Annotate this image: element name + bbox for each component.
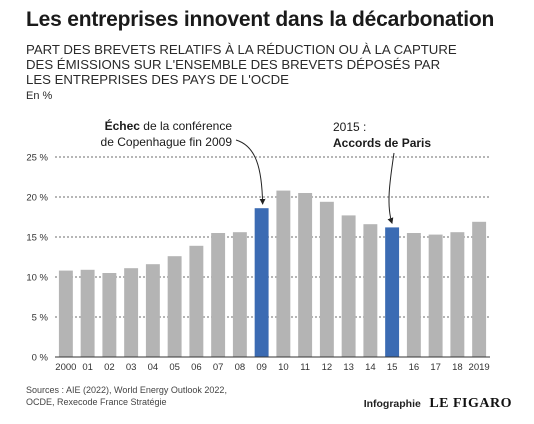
x-tick-label: 2019 <box>469 362 490 373</box>
annotation-copenhagen-segment: Échec <box>105 118 141 133</box>
annotation-copenhagen: de Copenhague fin 2009 <box>101 135 233 149</box>
credit-label: Infographie <box>363 398 421 410</box>
x-tick-label: 07 <box>213 362 224 373</box>
bar <box>472 221 487 357</box>
bar <box>58 270 73 357</box>
x-tick-label: 02 <box>104 362 115 373</box>
subtitle-line: PART DES BREVETS RELATIFS À LA RÉDUCTION… <box>26 42 457 57</box>
bar <box>341 215 356 357</box>
bar-highlight <box>385 227 400 357</box>
x-tick-label: 15 <box>387 362 398 373</box>
arrow-copenhagen <box>235 139 266 205</box>
bar <box>189 245 204 357</box>
bar <box>276 190 291 357</box>
x-tick-label: 12 <box>322 362 333 373</box>
x-tick-label: 18 <box>452 362 463 373</box>
x-tick-label: 17 <box>430 362 441 373</box>
bar <box>298 193 313 357</box>
x-tick-label: 06 <box>191 362 202 373</box>
bar <box>450 232 465 357</box>
bar <box>167 256 182 357</box>
annotation-paris-segment: 2015 : <box>333 120 366 134</box>
x-tick-label: 04 <box>148 362 159 373</box>
x-tick-label: 11 <box>300 362 310 373</box>
bar <box>124 268 139 357</box>
x-tick-label: 08 <box>235 362 246 373</box>
bar <box>80 269 95 357</box>
bar-highlight <box>254 208 269 357</box>
y-tick-label: 0 % <box>32 353 49 364</box>
x-tick-label: 16 <box>409 362 420 373</box>
arrow-paris <box>387 152 395 224</box>
source-line: Sources : AIE (2022), World Energy Outlo… <box>26 385 227 395</box>
x-tick-label: 09 <box>256 362 267 373</box>
x-tick-label: 05 <box>169 362 180 373</box>
annotation-paris-segment: Accords de Paris <box>333 136 431 150</box>
x-tick-label: 03 <box>126 362 137 373</box>
bar <box>428 234 443 357</box>
bar <box>406 233 421 357</box>
x-tick-label: 01 <box>82 362 93 373</box>
chart-subtitle: PART DES BREVETS RELATIFS À LA RÉDUCTION… <box>26 42 506 87</box>
bar <box>211 233 226 357</box>
y-tick-label: 15 % <box>26 233 48 244</box>
chart-title: Les entreprises innovent dans la décarbo… <box>26 8 495 31</box>
credit: Infographie LE FIGARO <box>364 394 512 412</box>
x-tick-label: 2000 <box>55 362 76 373</box>
bar <box>363 224 378 357</box>
source-line: OCDE, Rexecode France Stratégie <box>26 396 167 407</box>
unit-label: En % <box>26 90 53 102</box>
x-tick-label: 13 <box>343 362 354 373</box>
y-tick-label: 25 % <box>26 153 48 164</box>
y-tick-label: 10 % <box>26 273 48 284</box>
x-tick-label: 14 <box>365 362 376 373</box>
subtitle-line: LES ENTREPRISES DES PAYS DE L'OCDE <box>26 72 289 87</box>
x-tick-label: 10 <box>278 362 289 373</box>
annotation-paris: Accords de Paris <box>333 136 431 150</box>
y-tick-label: 20 % <box>26 193 48 204</box>
annotation-copenhagen: Échec de la conférence <box>105 118 233 133</box>
annotation-paris: 2015 : <box>333 120 366 134</box>
bar <box>102 273 117 357</box>
y-tick-label: 5 % <box>32 313 49 324</box>
subtitle-line: DES ÉMISSIONS SUR L'ENSEMBLE DES BREVETS… <box>26 57 441 72</box>
figaro-logo: LE FIGARO <box>429 396 512 411</box>
annotation-copenhagen-segment: de Copenhague fin 2009 <box>101 135 233 149</box>
bar <box>319 201 334 357</box>
annotation-copenhagen-segment: de la conférence <box>140 119 232 133</box>
bar <box>232 232 247 357</box>
bar <box>145 264 160 357</box>
sources-note: Sources : AIE (2022), World Energy Outlo… <box>26 385 227 408</box>
